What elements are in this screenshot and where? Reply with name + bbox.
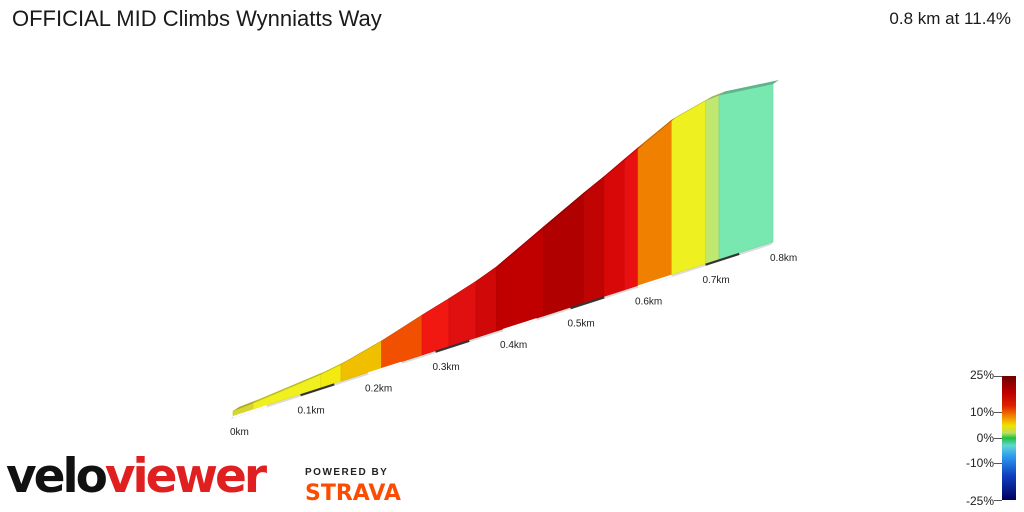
gradient-segment bbox=[603, 158, 625, 297]
distance-axis-band bbox=[300, 383, 335, 397]
legend-tick bbox=[994, 376, 1002, 377]
gradient-segment-top bbox=[233, 399, 260, 411]
legend-tick bbox=[994, 412, 1002, 413]
gradient-segment-top bbox=[584, 172, 611, 193]
distance-axis-band bbox=[367, 361, 403, 375]
gradient-segment-top bbox=[476, 263, 503, 282]
gradient-segment bbox=[448, 280, 477, 347]
legend-tick bbox=[994, 500, 1002, 501]
gradient-segment bbox=[705, 94, 720, 265]
distance-tick-label: 0.2km bbox=[365, 384, 392, 395]
distance-axis-band bbox=[705, 252, 740, 266]
gradient-segment-top bbox=[381, 311, 428, 342]
gradient-segment-top bbox=[604, 155, 631, 177]
distance-tick-label: 0.7km bbox=[703, 275, 730, 286]
distance-axis: 0km 0.1km 0.2km 0.3km 0.4km 0.5km 0.6km 0.7km 0.… bbox=[230, 252, 797, 438]
gradient-segment-top bbox=[671, 96, 712, 120]
gradient-segment-top bbox=[496, 222, 550, 267]
gradient-segment-top bbox=[719, 80, 779, 96]
legend-tick bbox=[994, 463, 1002, 464]
veloviewer-logo[interactable]: veloviewer bbox=[6, 449, 267, 504]
gradient-segment-top bbox=[449, 277, 482, 299]
distance-tick-label: 0.4km bbox=[500, 340, 527, 351]
gradient-segment-top bbox=[638, 115, 678, 148]
gradient-segment-top bbox=[543, 188, 590, 227]
gradient-segment bbox=[671, 100, 706, 276]
profile-segments bbox=[232, 83, 774, 417]
distance-tick-label: 0.8km bbox=[770, 253, 797, 264]
gradient-segment-top bbox=[422, 294, 455, 316]
distance-tick-label: 0.5km bbox=[568, 318, 595, 329]
legend-tick bbox=[994, 438, 1002, 439]
distance-axis-band bbox=[570, 296, 605, 310]
profile-top-edge bbox=[233, 80, 779, 411]
gradient-segment bbox=[475, 266, 497, 339]
gradient-segment bbox=[381, 314, 423, 369]
distance-tick-label: 0.3km bbox=[433, 362, 460, 373]
strava-logo[interactable]: STRAVA bbox=[305, 481, 401, 506]
gradient-segment bbox=[718, 83, 774, 260]
legend-label-min: -25% bbox=[965, 494, 994, 508]
distance-tick-label: 0.6km bbox=[635, 297, 662, 308]
legend-label-max: 25% bbox=[969, 368, 994, 382]
gradient-segment bbox=[637, 119, 673, 286]
page-title: OFFICIAL MID Climbs Wynniatts Way bbox=[12, 6, 382, 31]
distance-axis-band bbox=[637, 274, 673, 288]
distance-tick-label: 0km bbox=[230, 427, 249, 438]
legend-label-0: 0% bbox=[976, 431, 994, 445]
gradient-segment-top bbox=[624, 143, 644, 160]
gradient-segment-top bbox=[705, 91, 725, 101]
gradient-segment bbox=[495, 226, 544, 332]
gradient-segment bbox=[624, 147, 639, 291]
gradient-segment bbox=[421, 298, 450, 356]
gradient-segment bbox=[543, 192, 585, 317]
climb-summary: 0.8 km at 11.4% bbox=[889, 9, 1011, 28]
distance-axis-band bbox=[435, 339, 470, 353]
profile-base bbox=[231, 242, 773, 419]
powered-by-label: POWERED BY bbox=[305, 467, 389, 478]
legend-label-neg10: -10% bbox=[965, 456, 994, 470]
gradient-segment bbox=[583, 175, 605, 304]
gradient-segment-top bbox=[253, 370, 327, 404]
distance-axis-band bbox=[232, 405, 268, 419]
gradient-segment-top bbox=[341, 337, 388, 365]
gradient-legend-bar bbox=[1002, 376, 1016, 500]
distance-tick-label: 0.1km bbox=[298, 405, 325, 416]
legend-label-10: 10% bbox=[969, 405, 994, 419]
profile-ground bbox=[231, 242, 773, 419]
distance-axis-band bbox=[502, 318, 538, 332]
gradient-segment-top bbox=[320, 360, 347, 375]
